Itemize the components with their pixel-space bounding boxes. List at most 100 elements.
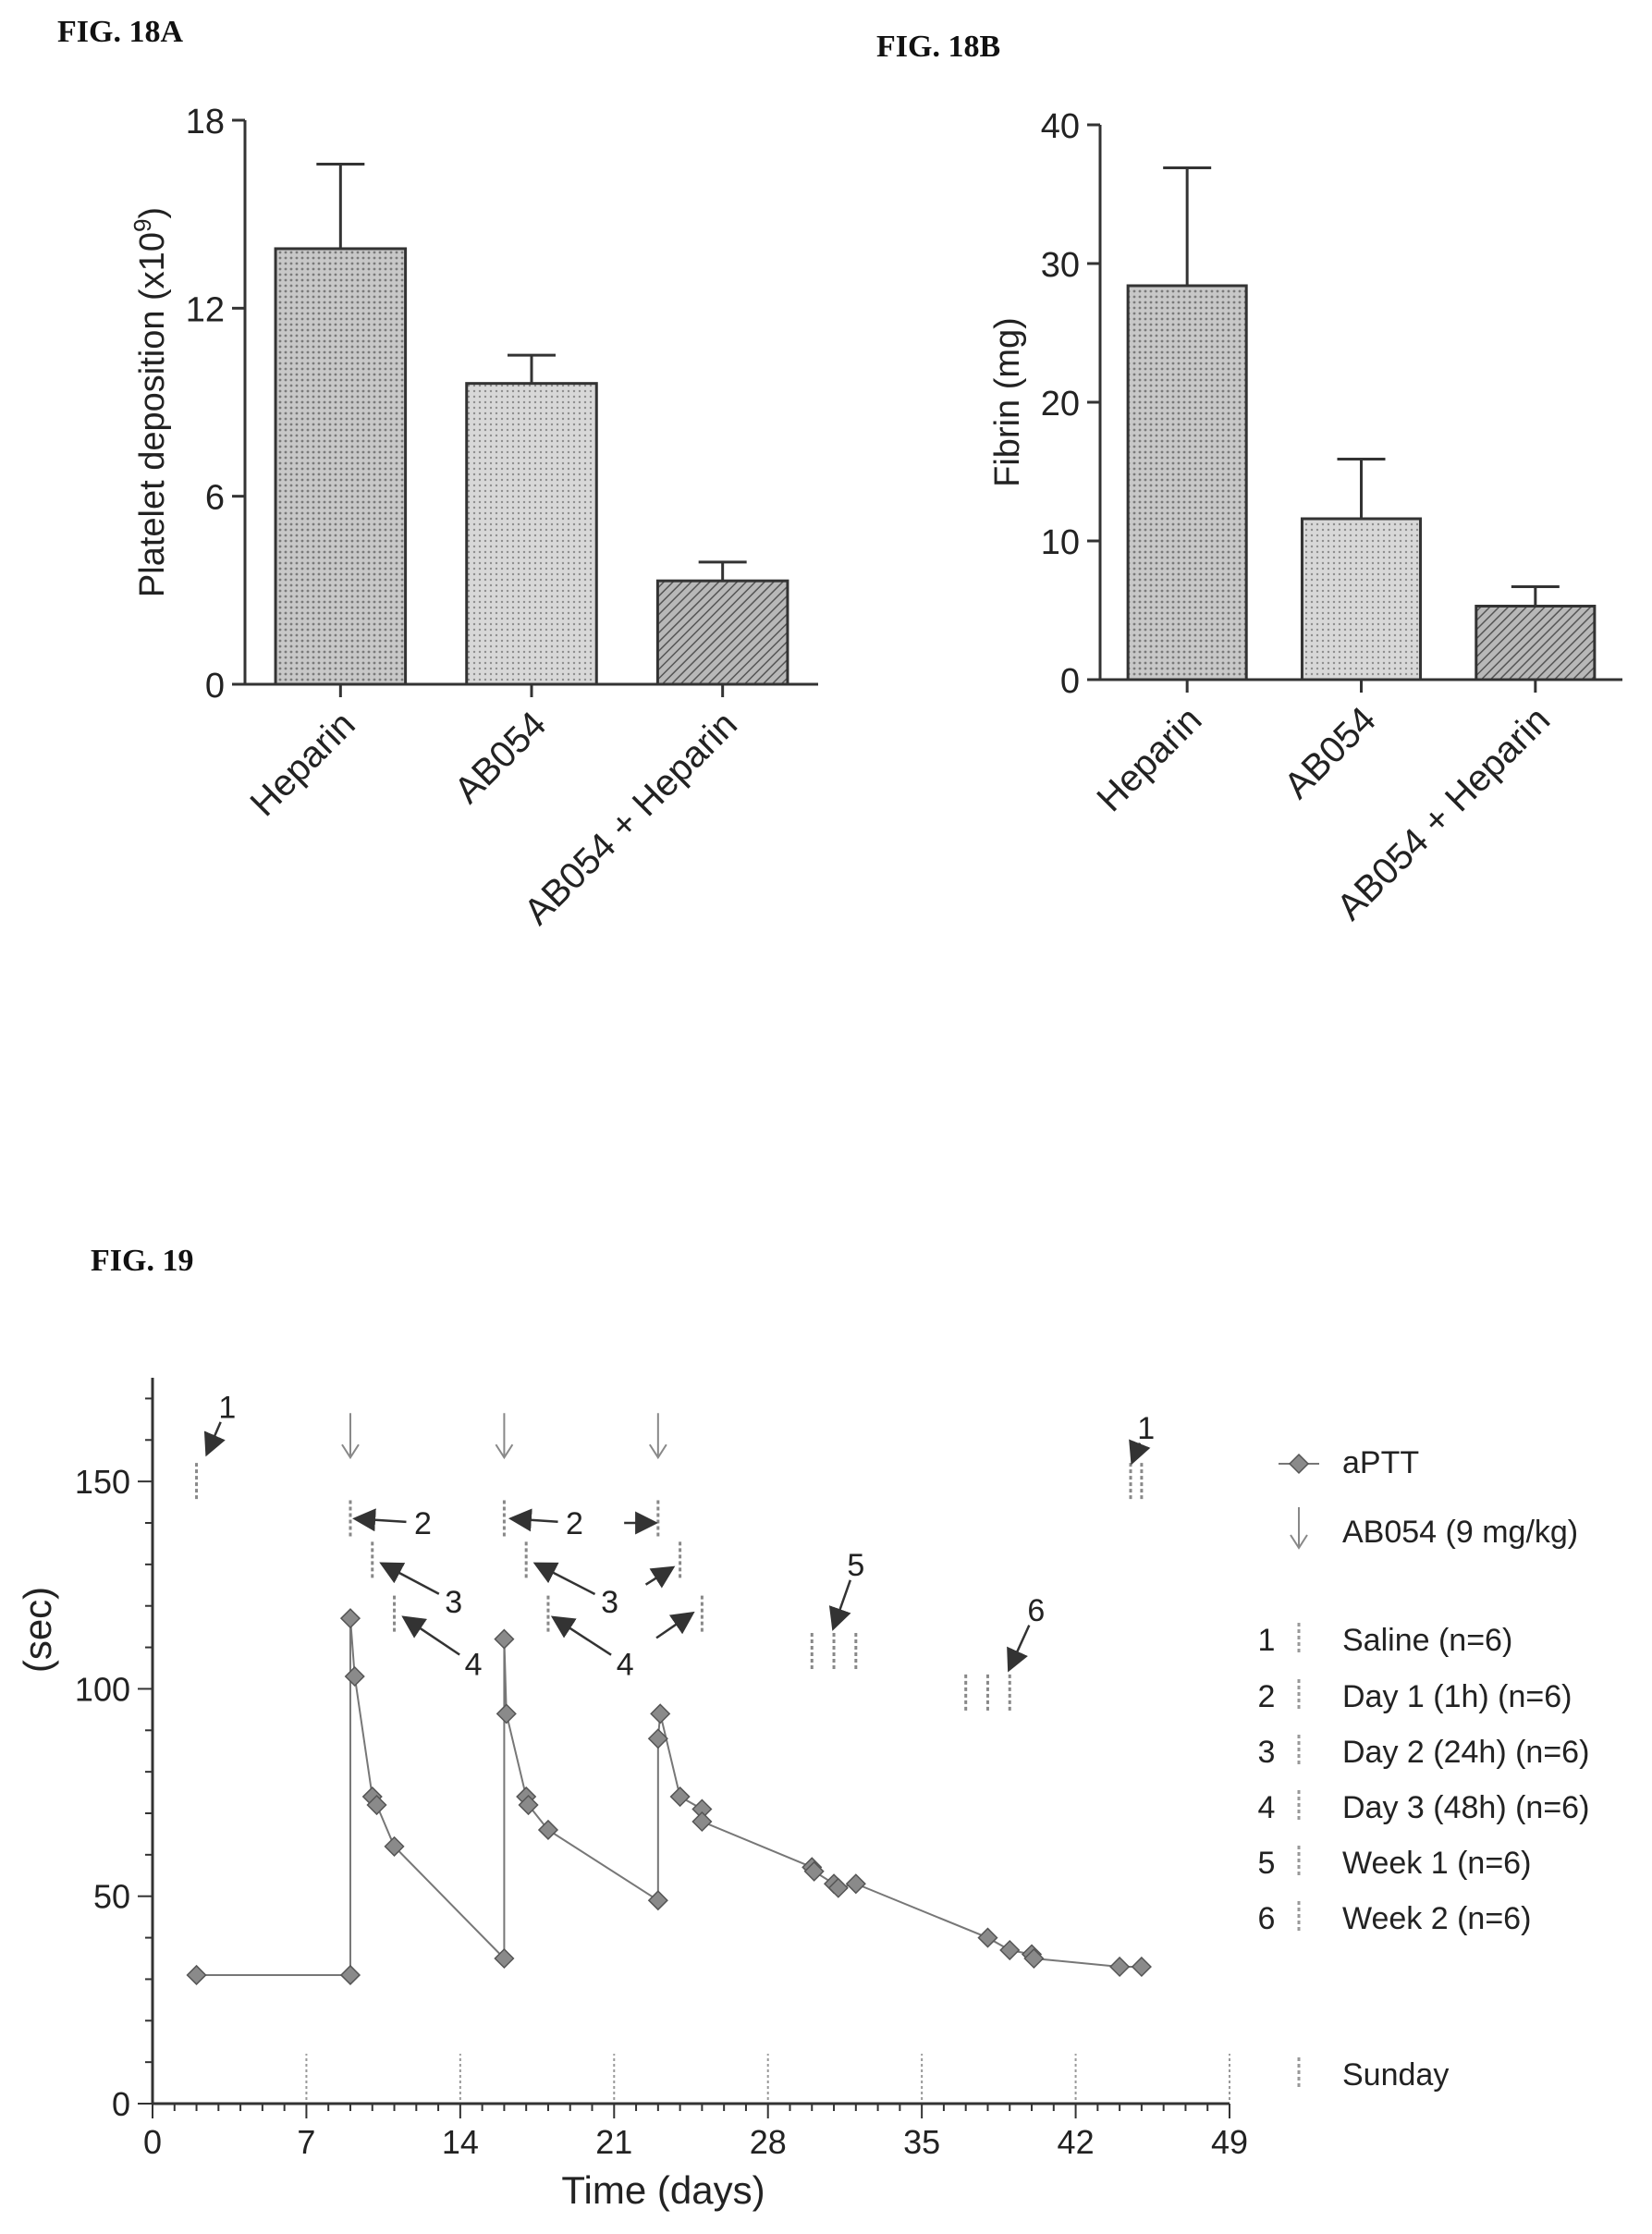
annotation-arrow — [644, 1565, 676, 1589]
x-tick-label: 42 — [1058, 2123, 1095, 2161]
aptt-point — [669, 1786, 691, 1808]
fig19-label: FIG. 19 — [91, 1244, 194, 1278]
y-tick-label: 10 — [1041, 523, 1080, 562]
aptt-point — [339, 1964, 361, 1986]
annotation-number: 4 — [465, 1648, 483, 1683]
category-label-2: AB054 + Heparin — [517, 704, 745, 932]
platelet-deposition-chart: 0 6 12 18 Platelet deposition (x109) Heparin A… — [128, 103, 818, 933]
legend: aPTT AB054 (9 mg/kg) 1 Saline (n=6) 2 Day 1 (… — [1258, 1445, 1590, 2093]
dosing-arrow-head — [648, 1443, 667, 1460]
annotation-arrow — [508, 1508, 558, 1532]
bar-1 — [465, 382, 598, 686]
y-axis-label-close: ) — [133, 207, 172, 219]
legend-label-2: Saline (n=6) — [1342, 1623, 1512, 1658]
aptt-point — [845, 1873, 866, 1895]
aptt-point — [496, 1703, 517, 1725]
bar-1 — [1300, 517, 1423, 681]
aptt-point — [650, 1703, 671, 1725]
bar-0 — [1126, 284, 1248, 681]
x-axis-label: Time (days) — [561, 2168, 765, 2212]
fig18a-label: FIG. 18A — [57, 15, 183, 49]
annotation-number: 1 — [1137, 1411, 1155, 1446]
legend-label-6: Week 1 (n=6) — [1342, 1846, 1531, 1881]
y-tick-label: 12 — [186, 290, 225, 329]
y-tick-label: 100 — [75, 1670, 130, 1708]
category-label-0: Heparin — [1089, 699, 1209, 819]
x-tick-label: 14 — [442, 2123, 479, 2161]
bar-0 — [274, 247, 408, 686]
annotation-number: 1 — [218, 1390, 236, 1425]
x-tick-label: 21 — [595, 2123, 632, 2161]
aptt-point — [691, 1811, 713, 1833]
annotation-number: 6 — [1027, 1593, 1045, 1628]
legend-label-1: AB054 (9 mg/kg) — [1342, 1515, 1578, 1550]
aptt-point — [1023, 1947, 1045, 1970]
y-tick-label: 6 — [205, 479, 225, 518]
legend-label-8: Sunday — [1342, 2057, 1449, 2093]
legend-aptt-marker — [1288, 1453, 1310, 1475]
annotation-number: 2 — [566, 1506, 583, 1541]
legend-label-0: aPTT — [1342, 1445, 1419, 1480]
y-tick-label: 40 — [1041, 107, 1080, 146]
legend-label-4: Day 2 (24h) (n=6) — [1342, 1735, 1589, 1770]
legend-label-5: Day 3 (48h) (n=6) — [1342, 1790, 1589, 1825]
x-tick-label: 35 — [903, 2123, 940, 2161]
dosing-arrow-head — [341, 1443, 360, 1460]
aptt-point — [827, 1877, 849, 1898]
legend-label-7: Week 2 (n=6) — [1342, 1901, 1531, 1936]
aptt-point — [999, 1939, 1021, 1961]
y-tick-label: 20 — [1041, 385, 1080, 423]
annotation-number: 3 — [601, 1585, 618, 1620]
y-tick-label: 0 — [1060, 662, 1080, 701]
legend-label-3: Day 1 (1h) (n=6) — [1342, 1679, 1572, 1714]
aptt-point — [803, 1860, 825, 1882]
aptt-point — [1109, 1956, 1131, 1978]
annotation-arrow — [1007, 1625, 1031, 1673]
y-axis-label: (sec) — [16, 1587, 59, 1673]
annotation-arrow — [655, 1611, 695, 1639]
aptt-point — [366, 1794, 387, 1816]
legend-number-7: 6 — [1258, 1901, 1276, 1936]
annotation-arrow — [1129, 1439, 1151, 1466]
category-label-1: AB054 — [447, 704, 554, 811]
legend-number-3: 2 — [1258, 1679, 1276, 1714]
aptt-point — [384, 1835, 405, 1857]
legend-number-6: 5 — [1258, 1846, 1276, 1881]
aptt-point — [344, 1665, 365, 1688]
legend-number-4: 3 — [1258, 1735, 1276, 1770]
y-tick-label: 0 — [205, 667, 225, 706]
y-tick-label: 18 — [186, 103, 225, 141]
legend-dosing-arrow-head — [1290, 1534, 1308, 1550]
dosing-arrow-head — [495, 1443, 514, 1460]
y-tick-label: 0 — [112, 2085, 130, 2123]
y-tick-label: 50 — [93, 1878, 130, 1916]
annotation-number: 3 — [445, 1585, 462, 1620]
y-tick-label: 30 — [1041, 246, 1080, 285]
annotation-number: 4 — [617, 1648, 634, 1683]
category-label-1: AB054 — [1277, 699, 1384, 806]
aptt-point — [494, 1628, 515, 1650]
x-tick-label: 0 — [143, 2123, 162, 2161]
fig18b-label: FIG. 18B — [876, 30, 1001, 64]
annotation-arrow — [379, 1562, 440, 1595]
annotation-arrow — [401, 1615, 460, 1656]
aptt-point — [1131, 1956, 1152, 1978]
y-axis-label: Fibrin (mg) — [988, 317, 1027, 487]
bar-2 — [655, 579, 789, 686]
annotation-arrow — [352, 1508, 407, 1532]
annotation-arrow — [550, 1615, 612, 1656]
x-tick-label: 49 — [1211, 2123, 1248, 2161]
aptt-series-line — [196, 1618, 1142, 1976]
y-axis-label-exponent: 9 — [128, 219, 156, 232]
annotation-arrow — [532, 1562, 596, 1596]
legend-number-2: 1 — [1258, 1623, 1276, 1658]
aptt-point — [518, 1794, 539, 1816]
aptt-point — [339, 1608, 361, 1629]
bar-2 — [1475, 605, 1597, 681]
aptt-point — [537, 1819, 559, 1841]
x-tick-label: 28 — [750, 2123, 787, 2161]
y-tick-label: 150 — [75, 1463, 130, 1501]
aptt-point — [977, 1927, 998, 1948]
